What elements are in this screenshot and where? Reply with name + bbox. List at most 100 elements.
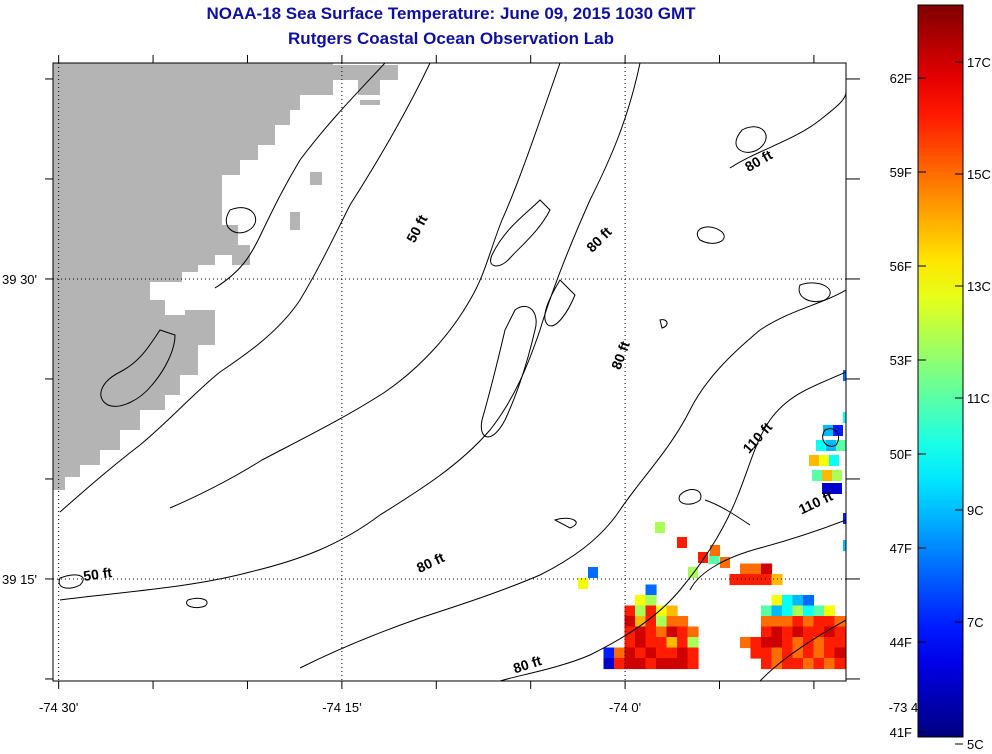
colorbar-c-label: 17C bbox=[967, 55, 991, 70]
sst-pixel bbox=[687, 647, 699, 659]
sst-pixel bbox=[624, 658, 636, 670]
depth-contours bbox=[58, 63, 846, 681]
sst-pixel bbox=[635, 626, 647, 638]
sst-pixel bbox=[771, 574, 783, 586]
sst-pixel bbox=[740, 563, 752, 575]
depth-contour-line bbox=[225, 207, 257, 234]
sst-pixel bbox=[740, 574, 752, 586]
colorbar-c-label: 11C bbox=[967, 391, 990, 406]
sst-pixel bbox=[813, 626, 825, 638]
sst-pixel bbox=[677, 626, 689, 638]
sst-pixel bbox=[826, 440, 836, 451]
sst-pixel bbox=[666, 658, 678, 670]
sst-pixel bbox=[834, 626, 846, 638]
sst-pixel bbox=[656, 605, 668, 617]
depth-contour-line bbox=[735, 126, 767, 153]
sst-pixel bbox=[645, 626, 657, 638]
depth-contour-line bbox=[490, 199, 551, 267]
sst-pixel bbox=[812, 470, 822, 481]
sst-pixel bbox=[624, 616, 636, 628]
sst-pixel bbox=[677, 658, 689, 670]
map-subtitle: Rutgers Coastal Ocean Observation Lab bbox=[288, 29, 614, 48]
sst-pixel bbox=[578, 578, 588, 589]
depth-contour-line bbox=[553, 517, 577, 529]
sst-pixel bbox=[645, 595, 657, 607]
sst-pixel bbox=[656, 658, 668, 670]
sst-pixel bbox=[750, 574, 762, 586]
sst-pixel bbox=[782, 605, 794, 617]
sst-pixel bbox=[813, 647, 825, 659]
sst-pixel bbox=[824, 647, 836, 659]
sst-pixel bbox=[761, 605, 773, 617]
sst-pixel bbox=[832, 483, 842, 494]
sst-pixel bbox=[792, 616, 804, 628]
sst-pixel bbox=[792, 658, 804, 670]
sst-pixel bbox=[843, 513, 846, 524]
colorbar-f-label: 53F bbox=[890, 353, 912, 368]
sst-pixel bbox=[771, 626, 783, 638]
x-tick-label: -74 15' bbox=[322, 700, 361, 715]
sst-pixel bbox=[761, 563, 773, 575]
colorbar-c-label: 9C bbox=[967, 503, 984, 518]
colorbar-c-label: 5C bbox=[967, 737, 984, 752]
sst-pixel bbox=[843, 540, 846, 551]
sst-pixel bbox=[809, 455, 819, 466]
land-mass bbox=[53, 63, 333, 490]
depth-contour-line bbox=[214, 63, 386, 289]
sst-pixel bbox=[687, 637, 699, 649]
sst-pixel bbox=[635, 658, 647, 670]
sst-pixel bbox=[677, 616, 689, 628]
sst-pixel bbox=[819, 455, 829, 466]
sst-pixel bbox=[771, 637, 783, 649]
sst-pixel bbox=[677, 647, 689, 659]
sst-pixel bbox=[792, 626, 804, 638]
grid-lines bbox=[53, 63, 846, 681]
map-title: NOAA-18 Sea Surface Temperature: June 09… bbox=[206, 4, 696, 23]
depth-contour-line bbox=[299, 289, 846, 669]
sst-pixel bbox=[829, 455, 839, 466]
land-patch bbox=[98, 172, 322, 345]
x-tick-label: -74 30' bbox=[39, 700, 78, 715]
sst-pixel bbox=[761, 637, 773, 649]
sst-pixel bbox=[782, 616, 794, 628]
sst-pixel bbox=[761, 616, 773, 628]
sst-pixel bbox=[833, 425, 843, 436]
colorbar-f-label: 59F bbox=[890, 165, 912, 180]
y-tick-label: 39 30' bbox=[2, 272, 37, 287]
sst-pixel bbox=[688, 567, 698, 578]
depth-contour-line bbox=[697, 226, 725, 244]
sst-pixel bbox=[687, 626, 699, 638]
sst-pixel bbox=[750, 563, 762, 575]
depth-contour-line bbox=[544, 279, 576, 327]
sst-pixel bbox=[782, 595, 794, 607]
sst-pixel bbox=[624, 637, 636, 649]
sst-pixels bbox=[578, 370, 846, 670]
sst-pixel bbox=[603, 647, 615, 659]
depth-contour-line bbox=[689, 519, 846, 591]
y-tick-label: 39 15' bbox=[2, 572, 37, 587]
depth-contour-line bbox=[678, 489, 702, 505]
sst-pixel bbox=[708, 553, 720, 565]
depth-contour-line bbox=[704, 499, 751, 526]
sst-pixel bbox=[645, 637, 657, 649]
sst-pixel bbox=[666, 616, 678, 628]
sst-pixel bbox=[614, 658, 626, 670]
colorbar-c-label: 7C bbox=[967, 615, 984, 630]
colorbar-f-label: 62F bbox=[890, 71, 912, 86]
sst-pixel bbox=[656, 637, 668, 649]
sst-pixel bbox=[824, 605, 836, 617]
sst-pixel bbox=[750, 637, 762, 649]
sst-pixel bbox=[803, 626, 815, 638]
depth-contour-line bbox=[58, 574, 84, 589]
sst-pixel bbox=[635, 647, 647, 659]
colorbar: 62F 59F 56F 53F 50F 47F 44F 41F 17C 15C 13C 11C 9C 7C… bbox=[890, 4, 991, 752]
sst-pixel bbox=[792, 595, 804, 607]
sst-pixel bbox=[803, 647, 815, 659]
sst-pixel bbox=[635, 595, 647, 607]
sst-pixel bbox=[824, 637, 836, 649]
sst-pixel bbox=[834, 637, 846, 649]
sst-pixel bbox=[771, 658, 783, 670]
sst-pixel bbox=[761, 626, 773, 638]
sst-pixel bbox=[822, 483, 832, 494]
